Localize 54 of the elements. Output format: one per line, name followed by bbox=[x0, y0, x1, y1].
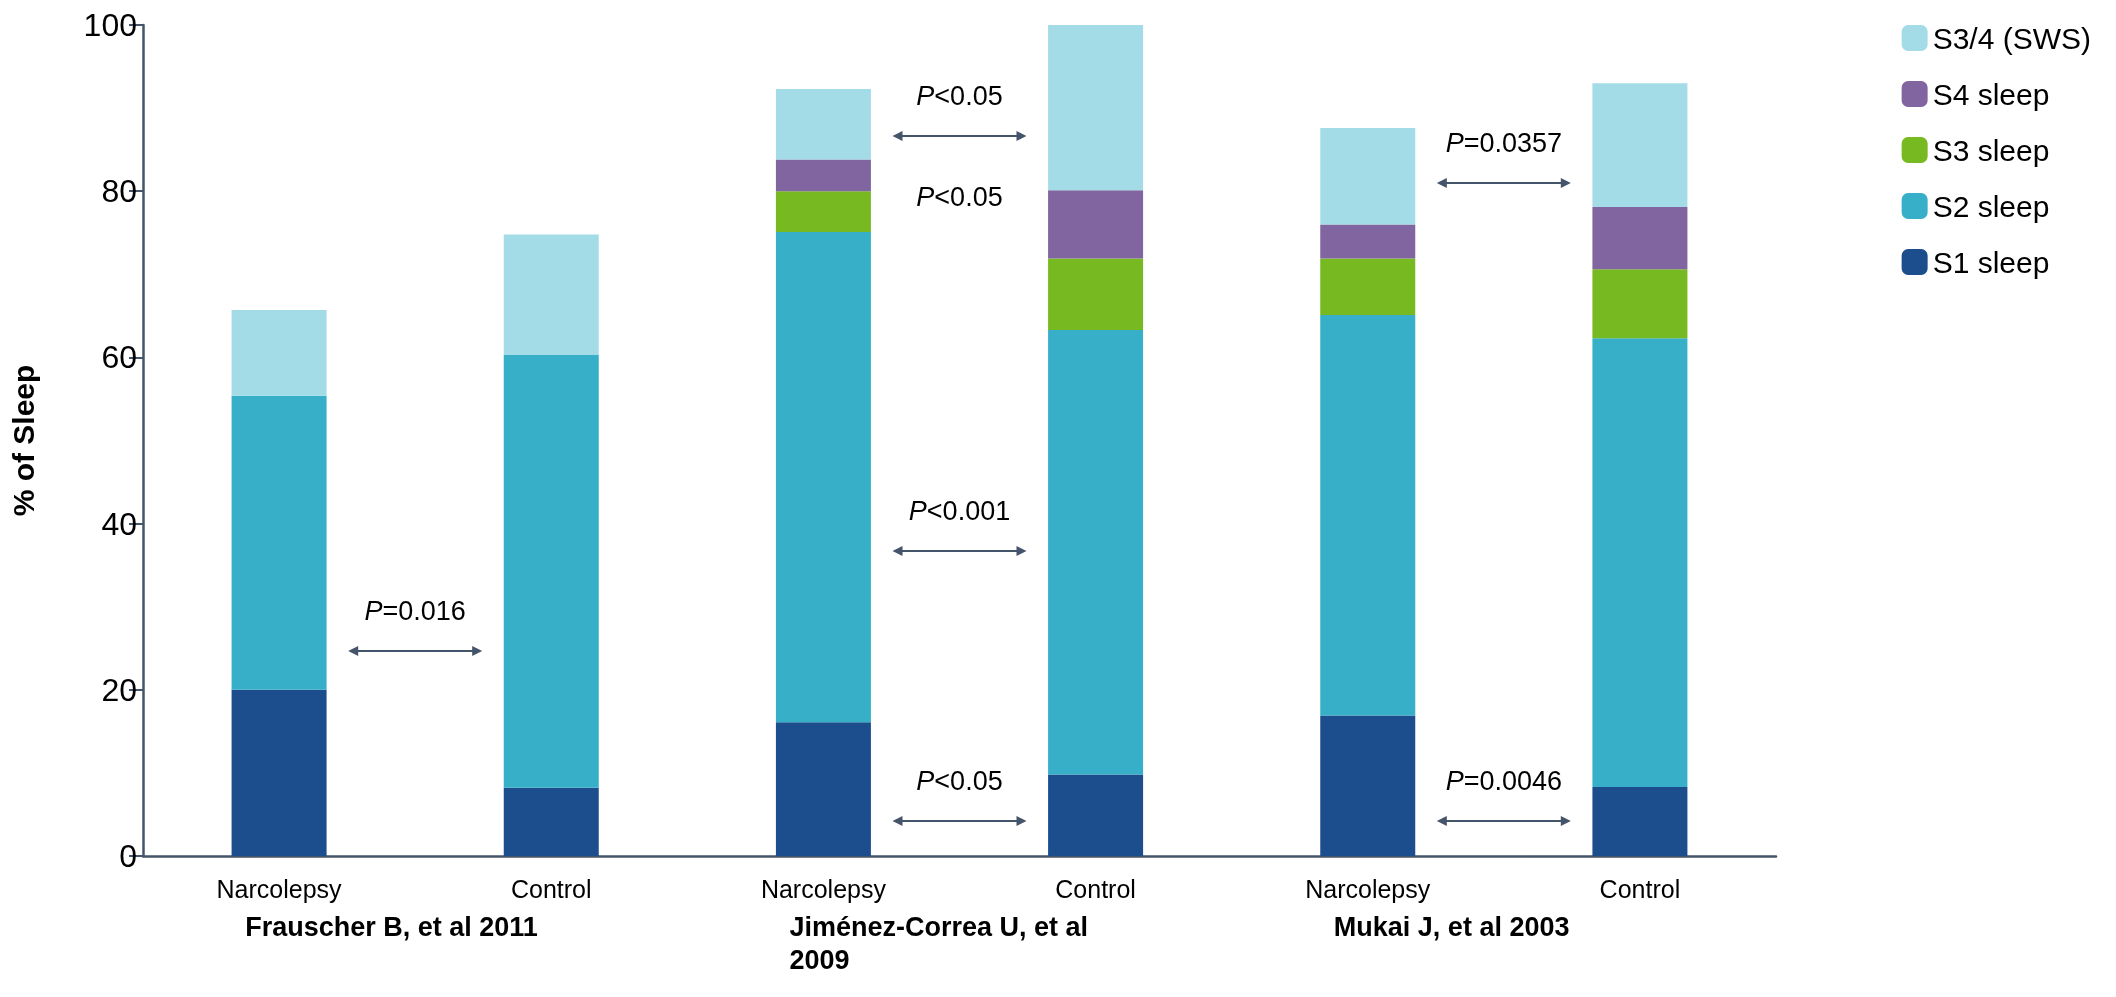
bar bbox=[231, 689, 327, 856]
x-tick-label: Narcolepsy bbox=[1305, 874, 1431, 903]
legend-label: S3 sleep bbox=[1932, 133, 2050, 167]
bar bbox=[503, 354, 599, 788]
annotation: P<0.05 bbox=[916, 766, 1003, 796]
legend-label: S2 sleep bbox=[1932, 189, 2050, 223]
legend-label: S4 sleep bbox=[1932, 77, 2050, 111]
bar bbox=[1320, 224, 1416, 259]
bar bbox=[1592, 206, 1688, 270]
bar bbox=[503, 787, 599, 856]
bar bbox=[1048, 774, 1144, 856]
bar bbox=[231, 395, 327, 690]
bar bbox=[1320, 258, 1416, 316]
bar bbox=[1320, 715, 1416, 856]
bar bbox=[1048, 329, 1144, 775]
y-tick-label: 20 bbox=[101, 671, 137, 708]
x-tick-label: Control bbox=[1055, 874, 1136, 903]
y-tick-label: 60 bbox=[101, 339, 137, 376]
y-axis-title: % of Sleep bbox=[6, 364, 40, 517]
legend-label: S1 sleep bbox=[1932, 245, 2050, 279]
bar bbox=[1592, 338, 1688, 788]
bar bbox=[1592, 269, 1688, 339]
annotation: P=0.016 bbox=[364, 596, 466, 626]
y-tick-label: 0 bbox=[119, 838, 137, 874]
annotation: P<0.05 bbox=[916, 81, 1003, 111]
legend-label: S3/4 (SWS) bbox=[1932, 21, 2092, 55]
text: Frauscher B, et al 2011 bbox=[245, 911, 538, 942]
bar bbox=[503, 234, 599, 355]
x-tick-label: Control bbox=[510, 874, 592, 903]
bar bbox=[775, 191, 871, 232]
bar bbox=[775, 159, 871, 192]
bar bbox=[775, 231, 871, 723]
y-tick-label: 40 bbox=[101, 505, 137, 542]
annotation: P<0.05 bbox=[916, 182, 1003, 212]
bar bbox=[1592, 787, 1688, 856]
y-tick-label: 80 bbox=[101, 173, 137, 210]
bar bbox=[1320, 128, 1416, 225]
annotation: P=0.0046 bbox=[1445, 766, 1563, 796]
x-tick-label: Control bbox=[1599, 874, 1681, 903]
annotation: P<0.001 bbox=[908, 496, 1011, 526]
bar bbox=[775, 722, 871, 856]
text: Jiménez-Correa U, et al 2009 bbox=[789, 911, 1096, 975]
bar bbox=[1048, 190, 1144, 259]
bar bbox=[231, 310, 327, 396]
bar bbox=[1048, 258, 1144, 330]
bar bbox=[1048, 25, 1144, 191]
y-tick-label: 100 bbox=[83, 7, 137, 43]
bar bbox=[775, 88, 871, 160]
annotation: P=0.0357 bbox=[1445, 128, 1563, 158]
bar bbox=[1592, 83, 1688, 207]
text: Mukai J, et al 2003 bbox=[1333, 911, 1570, 942]
x-tick-label: Narcolepsy bbox=[760, 874, 887, 903]
bar bbox=[1320, 315, 1416, 716]
x-tick-label: Narcolepsy bbox=[216, 874, 343, 903]
